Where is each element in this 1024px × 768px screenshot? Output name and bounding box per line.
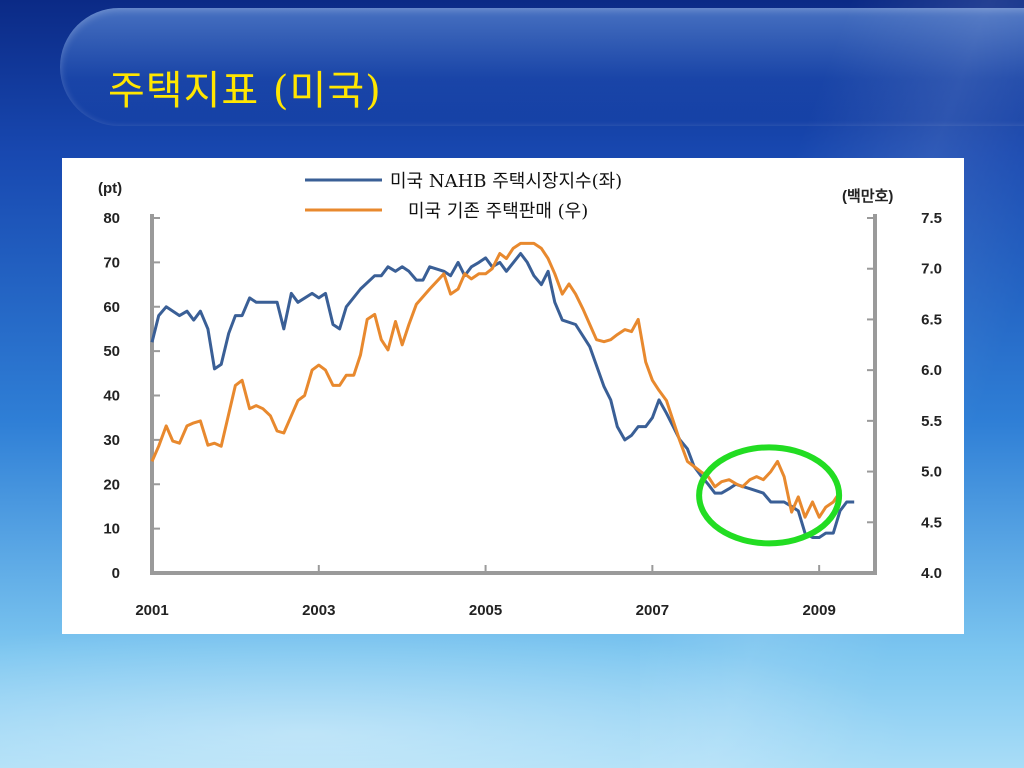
x-tick-label: 2005 xyxy=(469,602,502,619)
x-tick-label: 2003 xyxy=(302,602,335,619)
left-tick-label: 10 xyxy=(103,521,120,538)
right-tick-label: 4.5 xyxy=(921,514,942,531)
x-tick-label: 2007 xyxy=(636,602,669,619)
legend-label: 미국 NAHB 주택시장지수(좌) xyxy=(390,171,622,192)
right-tick-label: 5.0 xyxy=(921,464,942,481)
right-tick-label: 6.0 xyxy=(921,362,942,379)
series-line xyxy=(150,241,842,519)
chart-panel: (pt) (백만호) 0 10 20 30 40 50 60 70 80 4.0 4.5 5.0 5.5… xyxy=(62,158,964,634)
left-tick-label: 30 xyxy=(103,432,120,449)
title-band xyxy=(60,8,1024,126)
legend-label: 미국 기존 주택판매 (우) xyxy=(408,201,588,222)
left-tick-label: 80 xyxy=(103,210,120,227)
chart-layer: 0 10 20 30 40 50 60 70 80 4.0 4.5 5.0 5.5 6.0 6.5 7.0 7.… xyxy=(103,171,942,619)
left-tick-label: 0 xyxy=(112,565,120,582)
left-tick-label: 40 xyxy=(103,388,120,405)
left-tick-label: 20 xyxy=(103,476,120,493)
left-tick-label: 60 xyxy=(103,299,120,316)
x-tick-label: 2009 xyxy=(802,602,835,619)
highlight-ellipse xyxy=(696,444,843,547)
right-tick-label: 7.0 xyxy=(921,261,942,278)
left-tick-label: 70 xyxy=(103,254,120,271)
left-tick-label: 50 xyxy=(103,343,120,360)
right-tick-label: 6.5 xyxy=(921,311,942,328)
right-axis-unit-label: (백만호) xyxy=(842,188,893,205)
left-axis-unit-label: (pt) xyxy=(98,180,122,197)
series-line xyxy=(150,252,855,539)
x-tick-label: 2001 xyxy=(135,602,168,619)
line-chart: (pt) (백만호) 0 10 20 30 40 50 60 70 80 4.0 4.5 5.0 5.5… xyxy=(98,171,942,619)
right-tick-label: 5.5 xyxy=(921,413,942,430)
right-tick-label: 7.5 xyxy=(921,210,942,227)
slide-title: 주택지표 (미국) xyxy=(108,68,382,114)
right-tick-label: 4.0 xyxy=(921,565,942,582)
